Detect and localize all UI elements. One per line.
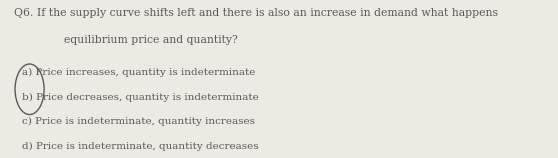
Text: Q6. If the supply curve shifts left and there is also an increase in demand what: Q6. If the supply curve shifts left and … xyxy=(14,8,498,18)
Text: a) Price increases, quantity is indeterminate: a) Price increases, quantity is indeterm… xyxy=(22,68,256,77)
Text: equilibrium price and quantity?: equilibrium price and quantity? xyxy=(64,35,238,45)
Text: d) Price is indeterminate, quantity decreases: d) Price is indeterminate, quantity decr… xyxy=(22,141,259,151)
Text: c) Price is indeterminate, quantity increases: c) Price is indeterminate, quantity incr… xyxy=(22,117,256,126)
Text: b) Price decreases, quantity is indeterminate: b) Price decreases, quantity is indeterm… xyxy=(22,92,259,102)
